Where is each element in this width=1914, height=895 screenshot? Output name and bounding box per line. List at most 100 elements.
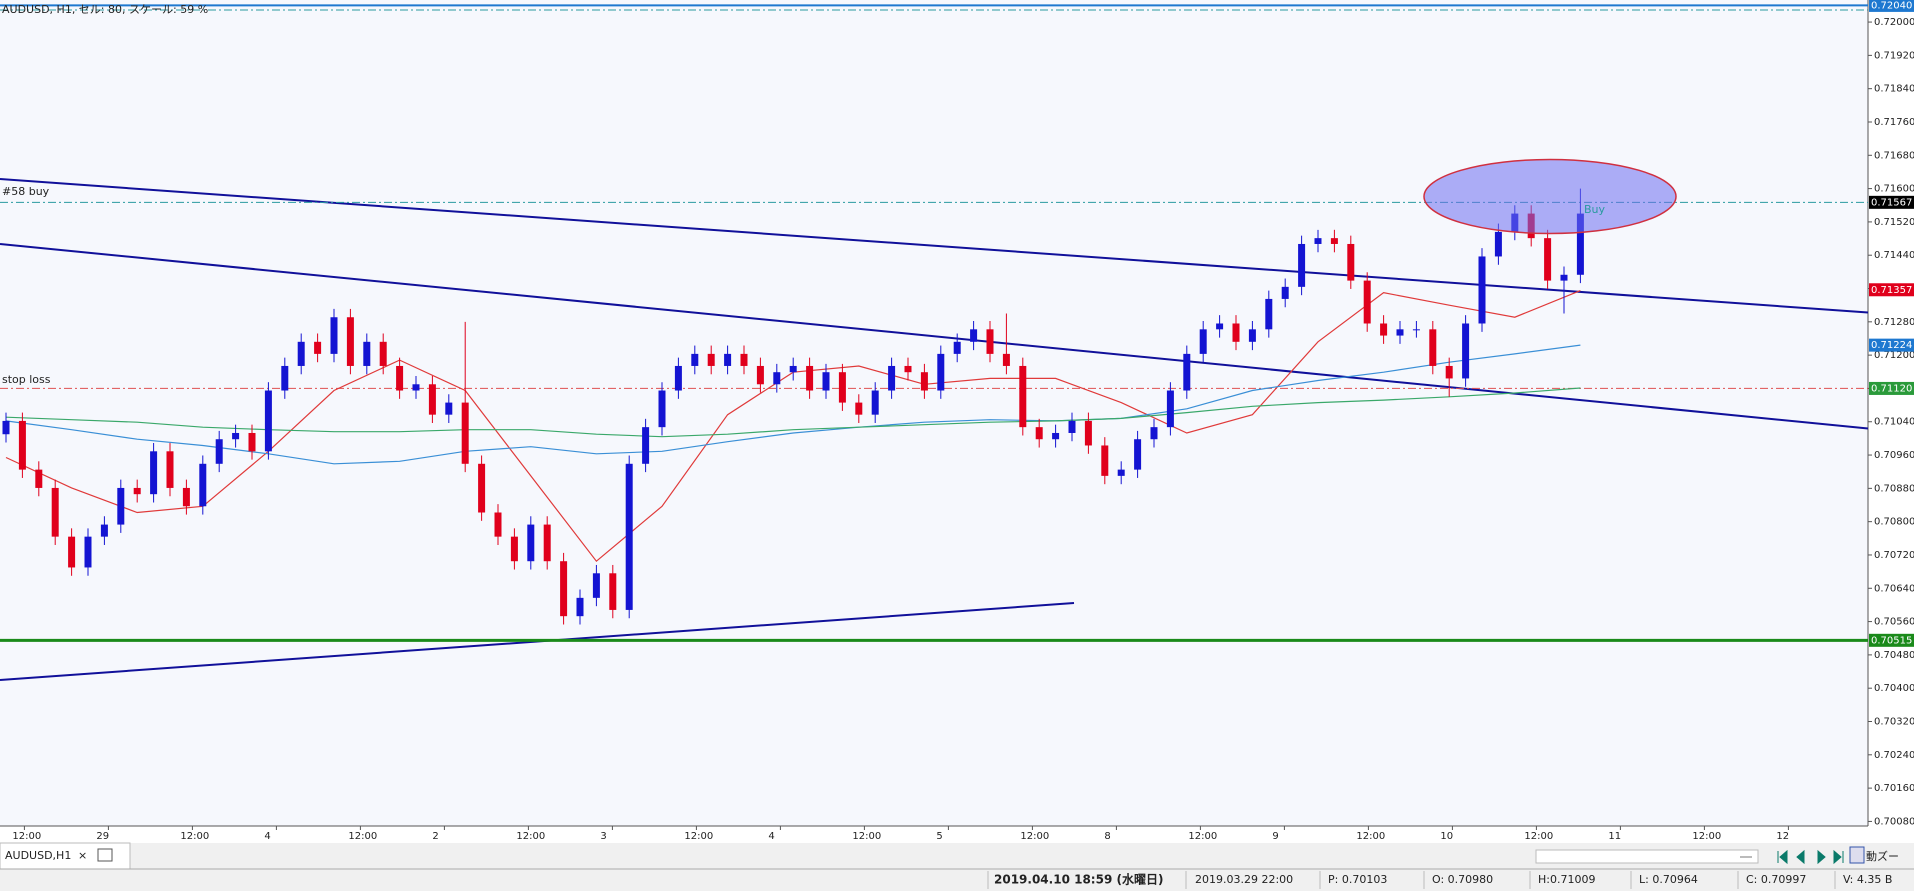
y-tick-label: 0.70080 xyxy=(1874,816,1914,827)
candle-body xyxy=(1166,390,1174,428)
x-tick-label: 12:00 xyxy=(1356,831,1385,842)
nav-arrows[interactable] xyxy=(1777,849,1844,865)
y-tick-label: 0.70640 xyxy=(1874,583,1914,594)
y-tick-label: 0.72000 xyxy=(1874,17,1914,28)
y-tick-label: 0.70160 xyxy=(1874,783,1914,794)
x-tick-label: 12 xyxy=(1776,831,1789,842)
candle-body xyxy=(674,365,682,391)
status-bar xyxy=(0,869,1914,891)
candle-body xyxy=(428,384,436,415)
level-tag xyxy=(1869,195,1914,209)
candle-body xyxy=(855,402,863,415)
x-tick-label: 12:00 xyxy=(348,831,377,842)
candle-body xyxy=(264,390,272,452)
candle-body xyxy=(1117,469,1125,476)
y-tick-label: 0.71920 xyxy=(1874,50,1914,61)
candle-body xyxy=(51,487,59,537)
y-tick-label: 0.70400 xyxy=(1874,683,1914,694)
x-tick-label: 29 xyxy=(96,831,109,842)
x-tick-label: 8 xyxy=(1104,831,1110,842)
y-tick-label: 0.70560 xyxy=(1874,617,1914,628)
status-c: C: 0.70997 xyxy=(1746,873,1806,886)
candle-body xyxy=(412,384,420,391)
scrollbar[interactable] xyxy=(1535,849,1759,864)
candle-body xyxy=(789,365,797,373)
y-tick-label: 0.71840 xyxy=(1874,84,1914,95)
y-tick-label: 0.70800 xyxy=(1874,517,1914,528)
level-tag-label: 0.71120 xyxy=(1871,383,1912,394)
candle-body xyxy=(100,524,108,537)
buy-signal: Buy xyxy=(1584,203,1606,216)
candle-body xyxy=(297,341,305,366)
candle-body xyxy=(2,420,10,435)
candle-body xyxy=(84,536,92,568)
y-tick-label: 0.70960 xyxy=(1874,450,1914,461)
candle-body xyxy=(953,341,961,354)
x-tick-label: 12:00 xyxy=(1692,831,1721,842)
candle-body xyxy=(133,487,141,495)
candle-body xyxy=(1199,329,1207,354)
tab-icon[interactable] xyxy=(97,848,113,862)
status-h: H:0.71009 xyxy=(1538,873,1595,886)
level-tag-label: 0.72040 xyxy=(1871,0,1912,11)
trend-line xyxy=(0,243,1869,430)
candle-body xyxy=(1216,323,1224,330)
candle-body xyxy=(625,463,633,610)
candle-body xyxy=(68,536,76,568)
x-tick-label: 4 xyxy=(264,831,270,842)
candle-body xyxy=(658,390,666,428)
candle-body xyxy=(1101,445,1109,476)
candle-body xyxy=(494,512,502,537)
candle-body xyxy=(314,341,322,354)
x-tick-label: 12:00 xyxy=(1020,831,1049,842)
x-tick-label: 10 xyxy=(1440,831,1453,842)
level-tag-label: 0.70515 xyxy=(1871,635,1912,646)
candle-body xyxy=(1052,432,1060,440)
level-tag xyxy=(1869,283,1914,297)
x-tick-label: 12:00 xyxy=(1524,831,1553,842)
candle-body xyxy=(1494,231,1502,257)
zoom-icon[interactable] xyxy=(1849,846,1865,864)
level-lines xyxy=(0,4,1868,642)
candle-body xyxy=(117,487,125,525)
y-tick-label: 0.71520 xyxy=(1874,217,1914,228)
x-tick-label: 12:00 xyxy=(1188,831,1217,842)
status-p: P: 0.70103 xyxy=(1328,873,1387,886)
candle-body xyxy=(888,365,896,391)
candle-body xyxy=(1429,329,1437,366)
y-tick-label: 0.71440 xyxy=(1874,250,1914,261)
candle-body xyxy=(1347,243,1355,281)
candle-body xyxy=(1544,238,1552,281)
candle-body xyxy=(806,365,814,391)
candle-body xyxy=(1380,323,1388,336)
candle-body xyxy=(527,524,535,562)
candle-body xyxy=(1183,353,1191,391)
x-tick-label: 9 xyxy=(1272,831,1278,842)
candle-body xyxy=(1478,256,1486,324)
x-tick-label: 4 xyxy=(768,831,774,842)
tab-label[interactable]: AUDUSD,H1 xyxy=(5,849,71,862)
candle-body xyxy=(1576,213,1584,275)
auto-zoom[interactable]: 動ズー xyxy=(1866,849,1899,863)
candle-body xyxy=(707,353,715,366)
x-tick-label: 11 xyxy=(1608,831,1621,842)
y-tick-label: 0.71200 xyxy=(1874,350,1914,361)
chart-tab[interactable] xyxy=(0,842,131,870)
candle-body xyxy=(1462,323,1470,379)
candle-body xyxy=(1019,365,1027,428)
candle-body xyxy=(35,469,43,488)
candle-body xyxy=(363,341,371,366)
tab-close[interactable]: × xyxy=(78,849,87,862)
axis-labels: 0.72000 0.71920 0.71840 0.71760 0.71680 0.716… xyxy=(12,0,1914,842)
candle-body xyxy=(1298,243,1306,287)
candle-body xyxy=(642,427,650,464)
x-tick-label: 12:00 xyxy=(852,831,881,842)
candle-body xyxy=(756,365,764,385)
candle-body xyxy=(1084,420,1092,446)
candle-body xyxy=(330,317,338,354)
level-tag xyxy=(1869,338,1914,352)
candle-body xyxy=(18,420,26,470)
candle-body xyxy=(215,439,223,464)
candle-body xyxy=(461,402,469,464)
candle-body xyxy=(1134,439,1142,470)
